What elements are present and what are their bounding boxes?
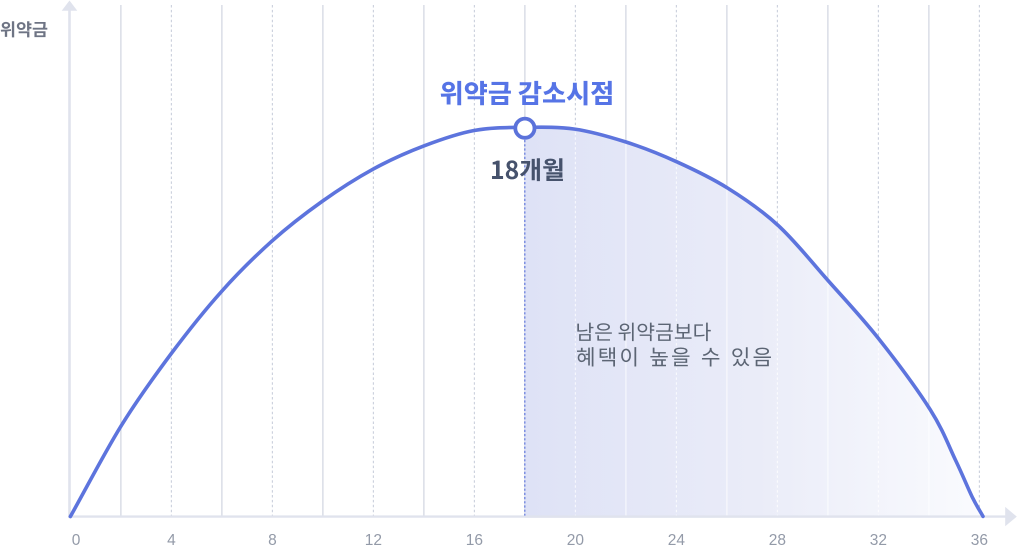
- svg-text:0: 0: [72, 532, 81, 548]
- svg-text:32: 32: [870, 532, 887, 548]
- svg-text:16: 16: [466, 532, 483, 548]
- svg-text:28: 28: [769, 532, 786, 548]
- svg-text:36: 36: [971, 532, 988, 548]
- svg-text:20: 20: [567, 532, 585, 548]
- svg-text:12: 12: [365, 532, 382, 548]
- svg-text:24: 24: [668, 532, 686, 548]
- svg-text:4: 4: [167, 532, 176, 548]
- svg-text:8: 8: [268, 532, 277, 548]
